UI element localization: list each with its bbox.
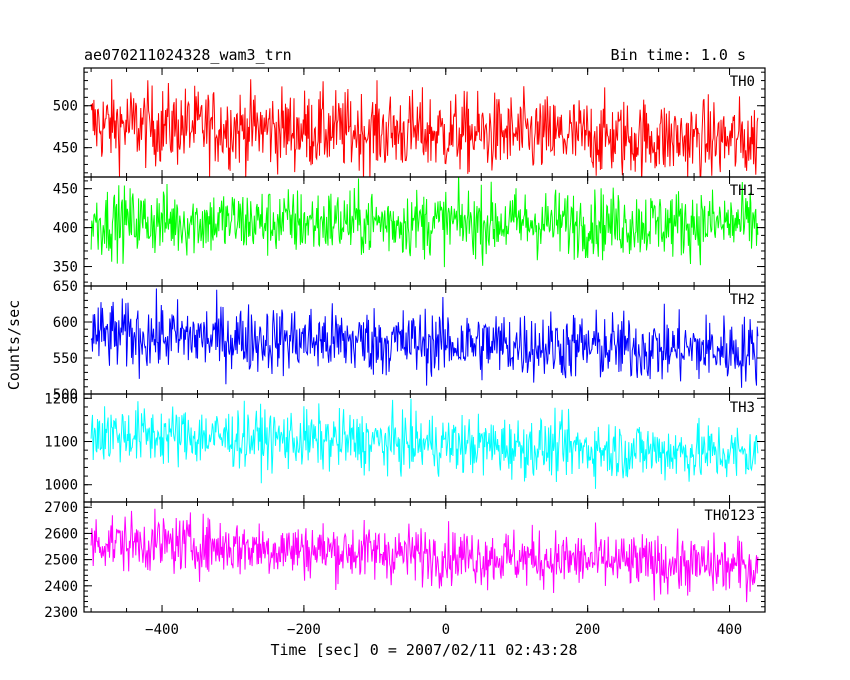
x-tick-label: 200 bbox=[575, 622, 600, 638]
series-line-th2 bbox=[90, 288, 759, 388]
y-tick-label: 550 bbox=[53, 351, 78, 367]
x-tick-label: −200 bbox=[287, 622, 321, 638]
x-axis: −400 −200 0 200 400 bbox=[145, 622, 742, 638]
panel-th0: 450 500 TH0 bbox=[53, 67, 766, 178]
y-tick-label: 650 bbox=[53, 279, 78, 295]
y-tick-label: 500 bbox=[53, 387, 78, 403]
series-line-th1 bbox=[90, 177, 759, 268]
panel-label-th0: TH0 bbox=[730, 74, 755, 90]
y-tick-label: 350 bbox=[53, 260, 78, 276]
x-tick-label: 400 bbox=[717, 622, 742, 638]
panel-th2: 500 550 600 650 TH2 bbox=[53, 279, 766, 403]
y-tick-label: 600 bbox=[53, 315, 78, 331]
y-tick-label: 2500 bbox=[44, 553, 78, 569]
y-axis-label: Counts/sec bbox=[5, 300, 23, 390]
y-tick-label: 400 bbox=[53, 221, 78, 237]
panel-th3: 1000 1100 1200 TH3 bbox=[44, 391, 766, 503]
series-line-th3 bbox=[90, 398, 759, 489]
series-line-th0 bbox=[90, 79, 759, 177]
y-tick-label: 1100 bbox=[44, 435, 78, 451]
y-tick-label: 450 bbox=[53, 182, 78, 198]
y-tick-label: 2300 bbox=[44, 605, 78, 621]
y-tick-label: 2400 bbox=[44, 579, 78, 595]
panel-th0123: 2300 2400 2500 2600 2700 TH0123 bbox=[44, 500, 766, 621]
panel-frame bbox=[83, 501, 766, 613]
x-axis-label: Time [sec] 0 = 2007/02/11 02:43:28 bbox=[270, 641, 577, 659]
y-tick-label: 500 bbox=[53, 99, 78, 115]
panel-label-th2: TH2 bbox=[730, 292, 755, 308]
y-tick-label: 1200 bbox=[44, 391, 78, 407]
panel-label-th0123: TH0123 bbox=[704, 508, 755, 524]
x-tick-label: 0 bbox=[442, 622, 450, 638]
panel-label-th3: TH3 bbox=[730, 400, 755, 416]
panels-group: 450 500 TH0 350 400 450 TH1 500 550 600 650 TH2 1000… bbox=[44, 67, 766, 621]
y-tick-label: 1000 bbox=[44, 478, 78, 494]
series-line-th0123 bbox=[90, 508, 759, 603]
chart-title: ae070211024328_wam3_trn bbox=[84, 46, 292, 64]
panel-th1: 350 400 450 TH1 bbox=[53, 176, 766, 287]
y-tick-label: 2600 bbox=[44, 526, 78, 542]
panel-label-th1: TH1 bbox=[730, 183, 755, 199]
y-tick-label: 2700 bbox=[44, 500, 78, 516]
bin-time-label: Bin time: 1.0 s bbox=[611, 46, 746, 64]
y-tick-label: 450 bbox=[53, 141, 78, 157]
x-tick-label: −400 bbox=[145, 622, 179, 638]
